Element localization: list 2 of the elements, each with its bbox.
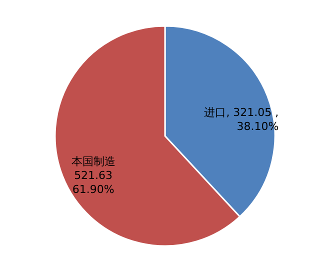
slice-label: 本国制造: [71, 155, 116, 168]
data-label: 521.63 61.90%: [72, 169, 114, 196]
